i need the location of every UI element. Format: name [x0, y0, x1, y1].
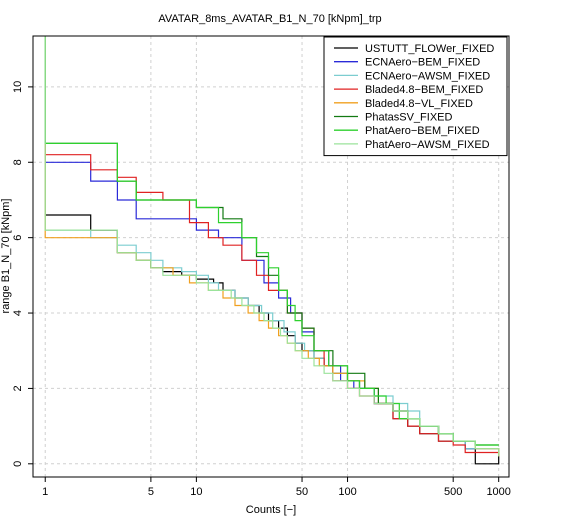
legend-label: ECNAero−BEM_FIXED: [365, 57, 480, 69]
legend: USTUTT_FLOWer_FIXED ECNAero−BEM_FIXEDECNA…: [323, 36, 508, 157]
y-tick-label: 2: [12, 385, 24, 391]
x-tick-label: 50: [296, 486, 308, 498]
series-line: [44, 36, 500, 457]
y-tick-label: 6: [12, 235, 24, 241]
y-axis: 0 2 4 6 8 10: [12, 81, 33, 467]
x-axis: 1 5 10 50 100 500 1000: [42, 477, 511, 498]
legend-label: PhatAero−BEM_FIXED: [365, 125, 480, 137]
legend-label: Bladed4.8−BEM_FIXED: [365, 84, 483, 96]
legend-label: ECNAero−AWSM_FIXED: [365, 70, 490, 82]
y-axis-label: range B1_N_70 [kNpm]: [0, 199, 12, 314]
x-tick-label: 100: [338, 486, 356, 498]
x-tick-label: 10: [190, 486, 202, 498]
legend-label: USTUTT_FLOWer_FIXED: [365, 43, 494, 55]
y-tick-label: 4: [12, 310, 24, 316]
y-tick-label: 0: [12, 461, 24, 467]
plot-frame: [32, 35, 510, 478]
x-tick-label: 1000: [486, 486, 510, 498]
x-tick-label: 500: [444, 486, 462, 498]
legend-label: Bladed4.8−VL_FIXED: [365, 98, 473, 110]
x-tick-label: 5: [148, 486, 154, 498]
chart-title: AVATAR_8ms_AVATAR_B1_N_70 [kNpm]_trp: [158, 13, 381, 25]
legend-label: PhatAero−AWSM_FIXED: [365, 139, 490, 151]
legend-label: PhatasSV_FIXED: [365, 112, 452, 124]
x-axis-label: Counts [−]: [246, 504, 296, 516]
y-tick-label: 10: [12, 81, 24, 93]
y-tick-label: 8: [12, 159, 24, 165]
legend-box: [323, 36, 508, 157]
x-tick-label: 1: [42, 486, 48, 498]
series-layer: [44, 36, 500, 465]
series-line: [44, 36, 500, 457]
